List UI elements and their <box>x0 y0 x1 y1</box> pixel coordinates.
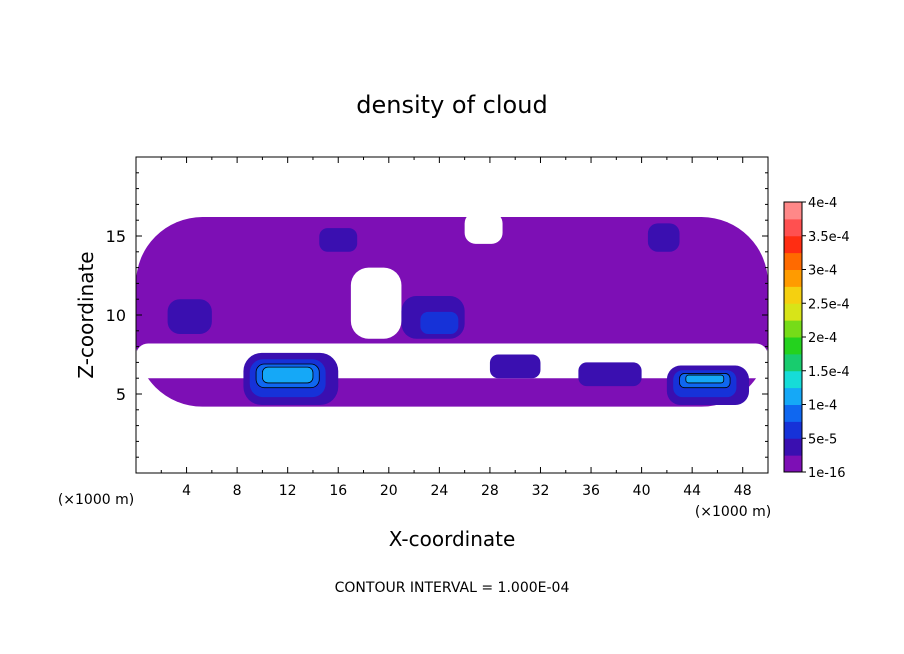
density-region-2 <box>350 267 402 339</box>
colorbar-label: 5e-5 <box>808 432 837 447</box>
colorbar-swatch <box>784 320 802 338</box>
x-tick-label: 40 <box>633 483 651 499</box>
density-region-9 <box>578 362 642 387</box>
density-region-10 <box>489 354 541 379</box>
y-axis-label: Z-coordinate <box>74 251 98 378</box>
x-tick-label: 8 <box>233 483 242 499</box>
density-region-18 <box>685 374 725 384</box>
colorbar-label: 2e-4 <box>808 331 837 346</box>
x-tick-label: 12 <box>279 483 297 499</box>
colorbar-swatch <box>784 252 802 270</box>
y-tick-label: 15 <box>106 227 126 246</box>
colorbar-swatch <box>784 421 802 439</box>
x-tick-label: 36 <box>582 483 600 499</box>
colorbar-swatch <box>784 269 802 287</box>
colorbar-swatch <box>784 202 802 220</box>
colorbar-label: 2.5e-4 <box>808 297 850 312</box>
x-tick-label: 48 <box>734 483 752 499</box>
colorbar-swatch <box>784 438 802 456</box>
x-tick-label: 24 <box>430 483 448 499</box>
x-tick-label: 16 <box>329 483 347 499</box>
chart-title: density of cloud <box>356 91 547 119</box>
density-region-3 <box>464 212 503 244</box>
density-region-5 <box>319 228 358 252</box>
y-unit-label: (×1000 m) <box>58 492 134 508</box>
density-region-14 <box>261 366 314 384</box>
x-tick-label: 4 <box>182 483 191 499</box>
x-axis-label: X-coordinate <box>389 527 516 551</box>
x-tick-label: 20 <box>380 483 398 499</box>
colorbar-swatch <box>784 353 802 372</box>
colorbar-swatch <box>784 404 802 422</box>
colorbar-label: 1.5e-4 <box>808 365 850 380</box>
x-tick-label: 28 <box>481 483 499 499</box>
colorbar-label: 4e-4 <box>808 196 837 211</box>
x-axis: 4 8 12 16 20 24 28 32 36 40 44 48 <box>160 157 752 499</box>
y-tick-label: 5 <box>116 385 126 404</box>
colorbar-swatch <box>784 303 802 321</box>
density-region-8 <box>420 311 459 334</box>
colorbar-swatch <box>784 370 802 389</box>
y-axis: 5 10 15 <box>106 172 768 458</box>
colorbar-swatch <box>784 218 802 237</box>
y-tick-label: 10 <box>106 306 126 325</box>
density-region-4 <box>167 299 212 334</box>
colorbar-swatch <box>784 337 802 355</box>
x-unit-label: (×1000 m) <box>695 504 771 520</box>
colorbar-label: 3.5e-4 <box>808 230 850 245</box>
density-field <box>136 212 768 407</box>
x-tick-label: 44 <box>683 483 701 499</box>
colorbar-swatch <box>784 455 802 473</box>
colorbar-label: 1e-4 <box>808 399 837 414</box>
colorbar-swatch <box>784 235 802 254</box>
colorbar-label: 1e-16 <box>808 466 846 481</box>
density-region-6 <box>647 223 680 252</box>
colorbar-label: 3e-4 <box>808 264 837 279</box>
colorbar: 1e-16 5e-5 1e-4 1.5e-4 2e-4 2.5e-4 3e-4 3.5e-4 4… <box>783 196 850 481</box>
colorbar-swatch <box>784 387 802 405</box>
contour-interval-note: CONTOUR INTERVAL = 1.000E-04 <box>335 580 570 596</box>
x-tick-label: 32 <box>532 483 550 499</box>
colorbar-swatch <box>784 286 802 304</box>
